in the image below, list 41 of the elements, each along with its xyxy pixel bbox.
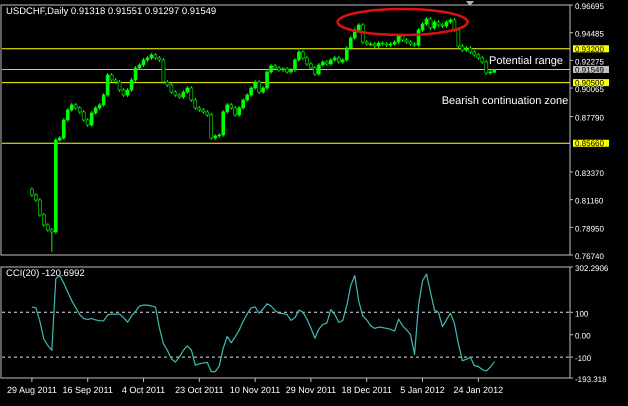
candlestick [209,112,214,140]
chart-title: CCI(20) -120.6992 [6,268,85,279]
x-tick-label: 5 Jan 2012 [400,385,445,395]
x-tick-label: 23 Oct 2011 [175,385,224,395]
candlestick [170,82,174,94]
candlestick [233,106,237,118]
y-tick-label: 0.83370 [575,168,604,178]
y-tick-label: 0.87790 [575,114,604,123]
y-tick-label: 100 [575,309,589,318]
x-tick-label: 4 Oct 2011 [122,385,166,395]
candlestick [484,60,488,76]
x-tick-label: 18 Dec 2011 [342,385,392,395]
candlestick [162,58,166,84]
ref-line-label: 0.85660 [575,139,604,148]
y-tick-label: 0.78950 [575,224,604,234]
ref-line-label: 0.93200 [575,44,604,54]
candlestick [428,16,432,30]
candlestick [317,62,321,76]
y-tick-label: 0.00 [575,332,592,341]
annotation: Bearish continuation zone [442,95,568,107]
y-tick-label: 0.94485 [575,30,604,39]
y-tick-label: -193.318 [575,375,608,384]
y-tick-label: 302.2906 [575,264,609,273]
ref-line-label: 0.91549 [575,65,604,74]
annotation: Potential range [489,55,563,67]
candlestick [313,66,317,76]
y-tick-label: 0.92275 [575,57,604,66]
x-tick-label: 10 Nov 2011 [230,385,280,395]
x-tick-label: 16 Sep 2011 [62,385,113,395]
y-tick-label: 0.76740 [575,252,604,261]
x-tick-label: 29 Nov 2011 [286,385,336,395]
x-tick-label: 29 Aug 2011 [6,385,57,395]
chart-title: USDCHF,Daily 0.91318 0.91551 0.91297 0.91549 [6,6,216,17]
x-tick-label: 24 Jan 2012 [454,385,504,395]
y-tick-label: -100 [575,354,592,364]
candlestick [257,80,261,94]
y-tick-label: 0.81160 [575,196,604,206]
y-tick-label: 0.90065 [575,85,604,94]
candlestick [432,20,436,30]
y-tick-label: 0.96695 [575,2,604,11]
candlestick [30,186,34,198]
